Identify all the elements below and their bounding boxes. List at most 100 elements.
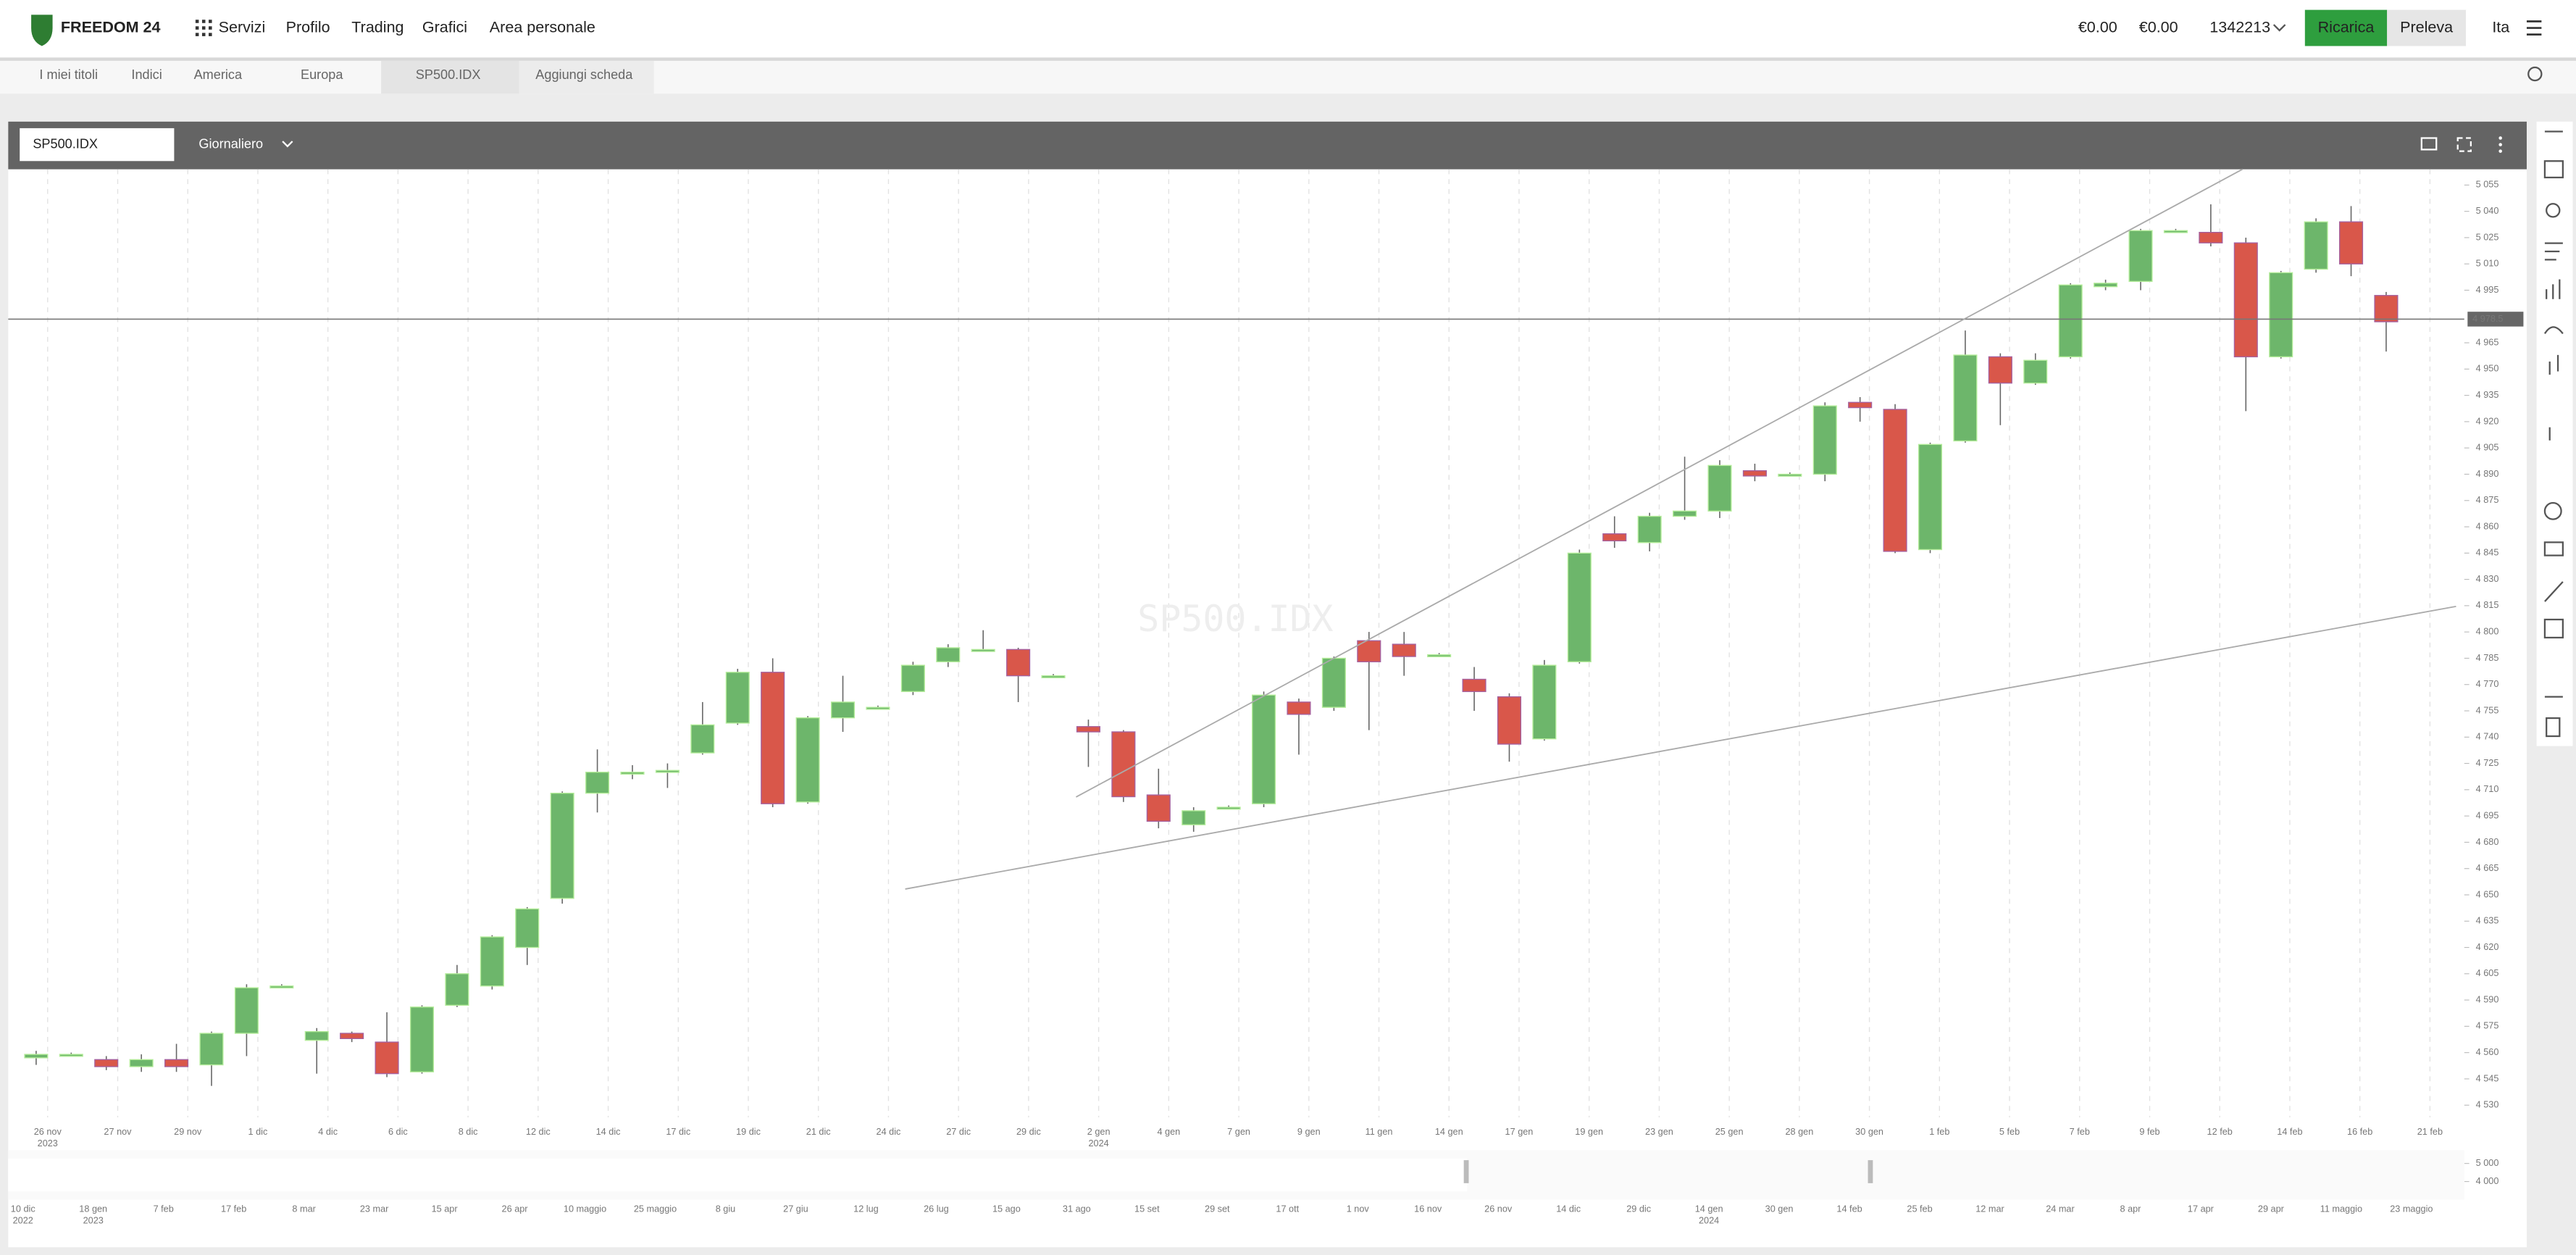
candle-body [2023, 359, 2048, 384]
navigator-label: 24 mar [2046, 1204, 2075, 1214]
nav-item[interactable]: Servizi [219, 18, 266, 36]
candle-body [164, 1059, 189, 1067]
x-tick-label: 12 feb [2207, 1127, 2233, 1137]
y-tick-label: 4 860 [2476, 521, 2499, 531]
candle-body [2199, 232, 2223, 243]
logo-icon [31, 14, 53, 46]
language[interactable]: Ita [2492, 18, 2509, 36]
menu-icon[interactable] [2526, 20, 2542, 36]
fullscreen-icon[interactable] [2456, 137, 2472, 152]
y-tick-label: 4 590 [2476, 994, 2499, 1004]
x-tick-label: 1 dic [248, 1127, 268, 1137]
x-tick-label: 17 gen [1505, 1127, 1534, 1137]
header-bar [0, 0, 2576, 58]
navigator-label: 23 mar [360, 1204, 389, 1214]
candle-body [900, 664, 925, 693]
y-tick-label: 4 620 [2476, 942, 2499, 952]
x-tick-label: 17 dic [666, 1127, 691, 1137]
history-icon[interactable] [2527, 66, 2543, 82]
navigator-label: 17 apr [2188, 1204, 2215, 1214]
x-tick-label: 14 gen [1435, 1127, 1463, 1137]
nav-item[interactable]: Grafici [422, 18, 467, 36]
y-tick-label: 4 740 [2476, 732, 2499, 742]
candle-body [1111, 731, 1136, 798]
x-tick-label: 1 feb [1929, 1127, 1949, 1137]
x-tick-label: 6 dic [388, 1127, 408, 1137]
y-tick-label: 4 545 [2476, 1073, 2499, 1083]
tab[interactable]: I miei titoli [39, 67, 98, 82]
candle-body [795, 717, 820, 803]
navigator-handle[interactable] [1463, 1160, 1469, 1183]
candle-body [2128, 230, 2153, 283]
more-icon[interactable] [2498, 136, 2502, 153]
x-tick-label: 26 nov [34, 1127, 62, 1137]
last-price-tag [2467, 312, 2524, 327]
y-tick-label: 4 770 [2476, 679, 2499, 689]
y-tick-label: 4 695 [2476, 810, 2499, 820]
y-tick-label: 4 815 [2476, 600, 2499, 610]
y-tick-label: 4 665 [2476, 863, 2499, 873]
navigator-label: 17 feb [221, 1204, 246, 1214]
screenshot-icon[interactable] [2420, 137, 2438, 151]
interval[interactable]: Giornaliero [198, 136, 263, 151]
tool-icons[interactable] [2543, 130, 2564, 738]
symbol[interactable]: SP500.IDX [33, 136, 98, 151]
navigator-label: 10 maggio [564, 1204, 606, 1214]
candle-body [866, 706, 890, 710]
candle-body [1497, 696, 1522, 745]
symbol-input[interactable] [20, 128, 175, 162]
trendline [905, 605, 2456, 890]
x-tick-label: 8 dic [459, 1127, 478, 1137]
navigator-label: 29 dic [1626, 1204, 1652, 1214]
candle-body [2269, 272, 2293, 358]
y-tick-label: 4 785 [2476, 653, 2499, 663]
nav-item[interactable]: Trading [351, 18, 403, 36]
navigator-handle[interactable] [1868, 1160, 1873, 1183]
topup-button[interactable] [2304, 9, 2388, 46]
withdraw-button[interactable] [2387, 9, 2467, 46]
navigator-label: 18 gen [79, 1204, 107, 1214]
x-tick-label: 14 feb [2277, 1127, 2302, 1137]
interval-chevron[interactable] [282, 141, 293, 148]
apps-icon[interactable] [195, 20, 212, 36]
navigator-label: 14 feb [1836, 1204, 1862, 1214]
topup-label[interactable]: Ricarica [2318, 18, 2375, 36]
tab[interactable]: Europa [301, 67, 343, 82]
navigator-label: 11 maggio [2320, 1204, 2362, 1214]
navigator-label: 8 mar [292, 1204, 316, 1214]
nav-item[interactable]: Profilo [286, 18, 330, 36]
candle-body [269, 985, 294, 989]
candle-body [1182, 810, 1206, 825]
x-tick-year: 2024 [1089, 1138, 1109, 1148]
watermark: SP500.IDX [1137, 598, 1333, 640]
tab[interactable]: SP500.IDX [416, 67, 481, 82]
navigator-year: 2024 [1699, 1215, 1719, 1225]
y-tick-label: 4 890 [2476, 469, 2499, 479]
account-chevron[interactable] [2272, 24, 2286, 32]
navigator-label: 15 ago [992, 1204, 1021, 1214]
candle-body [1427, 654, 1452, 658]
y-tick-label: 4 635 [2476, 916, 2499, 926]
navigator-label: 12 lug [853, 1204, 879, 1214]
candle-body [1848, 401, 1873, 409]
y-tick-label: 4 995 [2476, 285, 2499, 295]
tab[interactable]: America [194, 67, 243, 82]
withdraw-label[interactable]: Preleva [2400, 18, 2453, 36]
tab[interactable]: Indici [131, 67, 162, 82]
y-tick-label: 4 950 [2476, 364, 2499, 374]
tab[interactable]: Aggiungi scheda [535, 67, 633, 82]
navigator-tick-label: 5 000 [2476, 1158, 2499, 1168]
candle-body [515, 908, 540, 948]
navigator-label: 15 set [1134, 1204, 1160, 1214]
candle-body [2233, 242, 2258, 358]
account-number[interactable]: 1342213 [2209, 18, 2270, 36]
nav-item[interactable]: Area personale [490, 18, 595, 36]
candle-body [1883, 409, 1907, 552]
y-tick-label: 4 755 [2476, 705, 2499, 715]
tab-active[interactable] [381, 60, 519, 94]
navigator-label: 26 apr [502, 1204, 529, 1214]
tab-add[interactable] [519, 60, 654, 94]
navigator-year: 2023 [83, 1215, 104, 1225]
x-tick-label: 11 gen [1366, 1127, 1393, 1137]
